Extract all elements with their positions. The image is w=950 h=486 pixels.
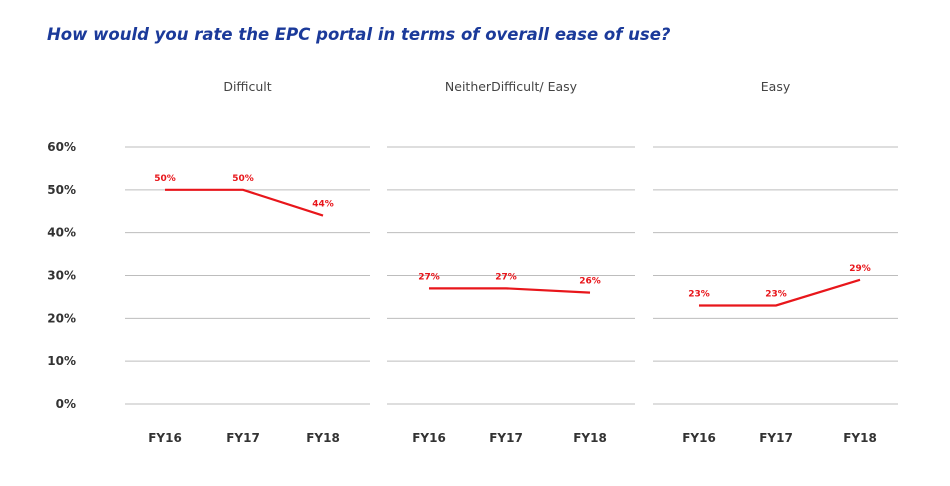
y-tick-label: 30%	[47, 269, 76, 283]
data-label: 23%	[765, 289, 787, 299]
y-tick-label: 0%	[56, 397, 76, 411]
y-tick-label: 50%	[47, 183, 76, 197]
x-tick-label: FY17	[226, 431, 260, 445]
y-tick-label: 10%	[47, 354, 76, 368]
x-tick-label: FY18	[843, 431, 877, 445]
y-tick-label: 20%	[47, 311, 76, 325]
x-tick-label: FY18	[573, 431, 607, 445]
data-label: 23%	[688, 289, 710, 299]
x-tick-label: FY18	[306, 431, 340, 445]
series-line	[429, 287, 591, 294]
chart-title: How would you rate the EPC portal in ter…	[47, 25, 671, 44]
data-label: 50%	[154, 174, 176, 184]
data-label: 29%	[849, 264, 871, 274]
y-tick-label: 60%	[47, 140, 76, 154]
panel-title: Easy	[761, 79, 791, 94]
x-tick-label: FY16	[148, 431, 182, 445]
data-label: 27%	[418, 272, 440, 282]
x-tick-label: FY17	[759, 431, 793, 445]
data-label: 50%	[232, 174, 254, 184]
series-line	[165, 188, 324, 217]
data-label: 26%	[579, 277, 601, 287]
data-label: 27%	[495, 272, 517, 282]
data-label: 44%	[312, 200, 334, 210]
x-tick-label: FY16	[412, 431, 446, 445]
x-tick-label: FY17	[489, 431, 523, 445]
panel-title: Difficult	[223, 79, 271, 94]
x-tick-label: FY16	[682, 431, 716, 445]
y-tick-label: 40%	[47, 226, 76, 240]
panel-title: NeitherDifficult/ Easy	[445, 79, 578, 94]
